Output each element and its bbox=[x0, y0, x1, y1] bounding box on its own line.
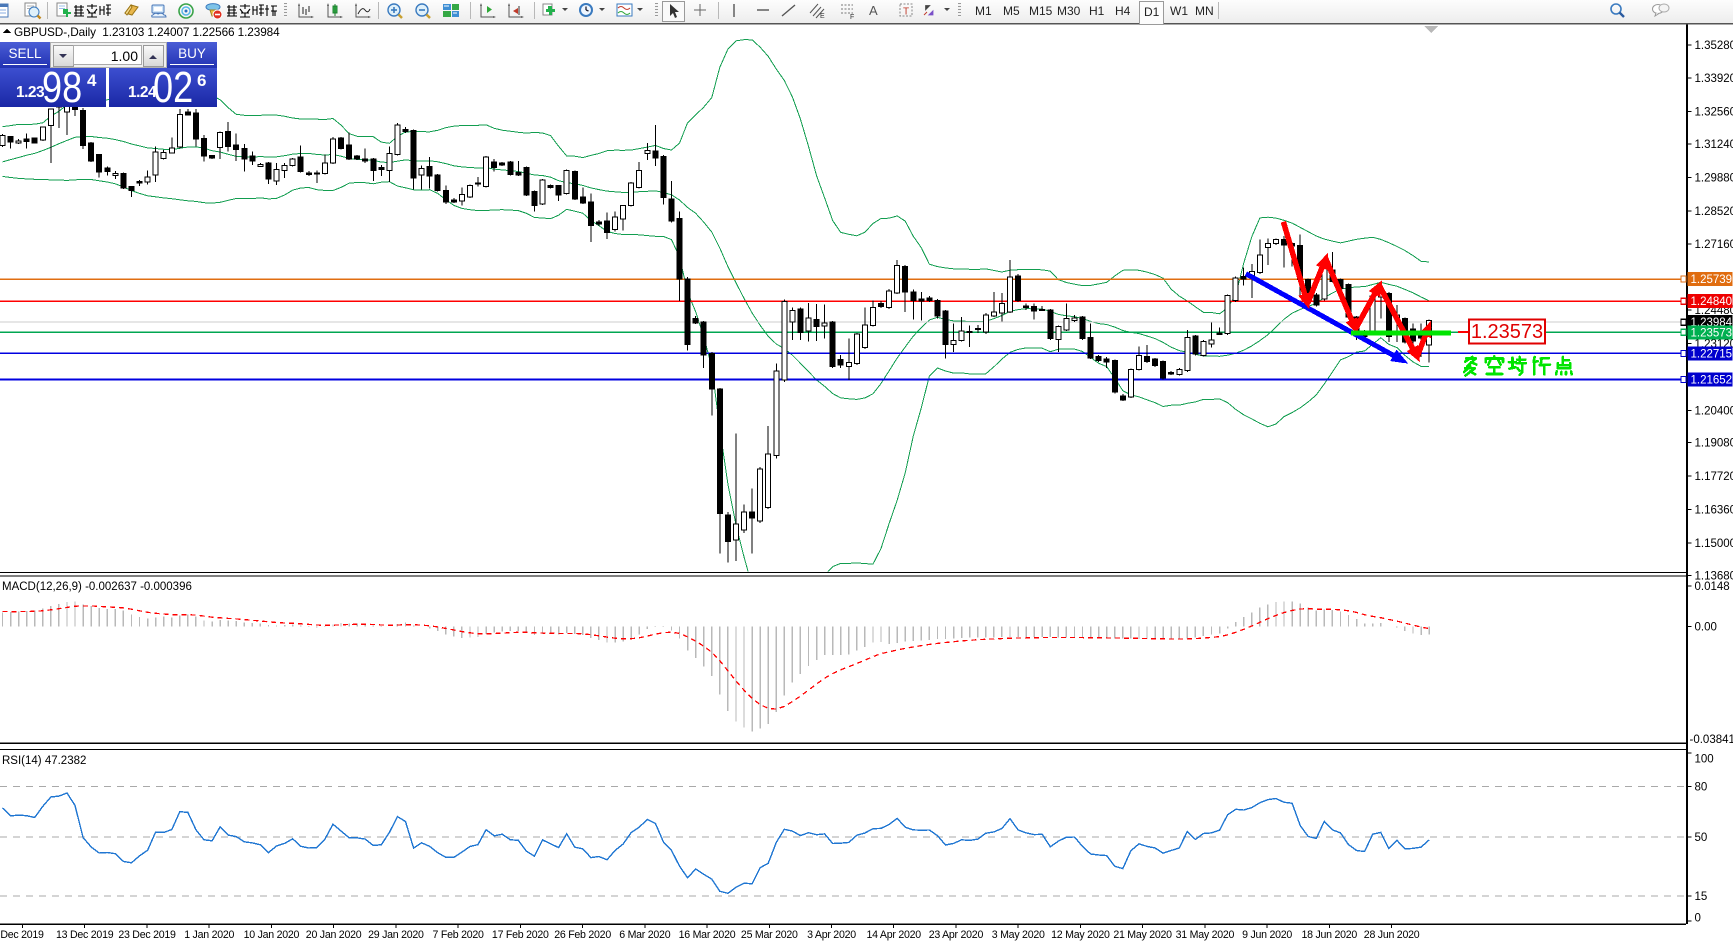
svg-text:0.0148: 0.0148 bbox=[1695, 581, 1730, 593]
svg-text:21 May 2020: 21 May 2020 bbox=[1113, 929, 1172, 941]
svg-text:18 Jun 2020: 18 Jun 2020 bbox=[1302, 929, 1358, 941]
svg-text:9 Jun 2020: 9 Jun 2020 bbox=[1242, 929, 1292, 941]
svg-text:0: 0 bbox=[1695, 913, 1701, 925]
svg-text:1.31240: 1.31240 bbox=[1695, 139, 1733, 151]
svg-text:0.00: 0.00 bbox=[1695, 622, 1717, 634]
svg-text:1.17720: 1.17720 bbox=[1695, 471, 1733, 483]
svg-text:15: 15 bbox=[1695, 891, 1708, 903]
svg-text:MACD(12,26,9) -0.002637 -0.000: MACD(12,26,9) -0.002637 -0.000396 bbox=[2, 581, 192, 593]
svg-text:1.13680: 1.13680 bbox=[1695, 570, 1733, 582]
svg-text:100: 100 bbox=[1695, 754, 1714, 766]
svg-text:GBPUSD-,Daily 1.23103 1.24007: GBPUSD-,Daily 1.23103 1.24007 1.22566 1.… bbox=[14, 25, 280, 39]
svg-text:1.28520: 1.28520 bbox=[1695, 206, 1733, 218]
svg-text:1.29880: 1.29880 bbox=[1695, 172, 1733, 184]
svg-text:E: E bbox=[820, 13, 825, 20]
svg-text:23 Apr 2020: 23 Apr 2020 bbox=[929, 929, 984, 941]
svg-text:80: 80 bbox=[1695, 782, 1708, 794]
svg-text:3 May 2020: 3 May 2020 bbox=[992, 929, 1045, 941]
svg-text:28 Jun 2020: 28 Jun 2020 bbox=[1364, 929, 1420, 941]
svg-text:T: T bbox=[903, 7, 909, 18]
svg-text:1.35280: 1.35280 bbox=[1695, 40, 1733, 52]
svg-text:31 May 2020: 31 May 2020 bbox=[1176, 929, 1235, 941]
svg-text:26 Feb 2020: 26 Feb 2020 bbox=[554, 929, 611, 941]
svg-text:Dec 2019: Dec 2019 bbox=[0, 929, 44, 941]
svg-text:17 Feb 2020: 17 Feb 2020 bbox=[492, 929, 549, 941]
svg-text:-0.038415: -0.038415 bbox=[1690, 734, 1733, 746]
svg-text:1.24840: 1.24840 bbox=[1691, 296, 1733, 308]
svg-text:25 Mar 2020: 25 Mar 2020 bbox=[741, 929, 798, 941]
svg-text:1.27160: 1.27160 bbox=[1695, 239, 1733, 251]
svg-text:50: 50 bbox=[1695, 832, 1708, 844]
svg-text:16 Mar 2020: 16 Mar 2020 bbox=[679, 929, 736, 941]
svg-text:7 Feb 2020: 7 Feb 2020 bbox=[433, 929, 484, 941]
svg-text:1.23573: 1.23573 bbox=[1691, 327, 1733, 339]
svg-text:29 Jan 2020: 29 Jan 2020 bbox=[368, 929, 424, 941]
svg-text:23 Dec 2019: 23 Dec 2019 bbox=[118, 929, 176, 941]
svg-text:1.19080: 1.19080 bbox=[1695, 438, 1733, 450]
svg-text:1.21652: 1.21652 bbox=[1691, 375, 1733, 387]
svg-text:13 Dec 2019: 13 Dec 2019 bbox=[56, 929, 114, 941]
svg-text:12 May 2020: 12 May 2020 bbox=[1051, 929, 1110, 941]
svg-text:10 Jan 2020: 10 Jan 2020 bbox=[244, 929, 300, 941]
svg-text:1.25739: 1.25739 bbox=[1691, 274, 1733, 286]
svg-text:14 Apr 2020: 14 Apr 2020 bbox=[867, 929, 922, 941]
svg-text:6 Mar 2020: 6 Mar 2020 bbox=[619, 929, 670, 941]
svg-text:F: F bbox=[850, 14, 854, 20]
svg-text:1.20400: 1.20400 bbox=[1695, 405, 1733, 417]
svg-text:20 Jan 2020: 20 Jan 2020 bbox=[306, 929, 362, 941]
svg-text:3 Apr 2020: 3 Apr 2020 bbox=[807, 929, 856, 941]
svg-text:1.15000: 1.15000 bbox=[1695, 538, 1733, 550]
svg-text:RSI(14) 47.2382: RSI(14) 47.2382 bbox=[2, 755, 86, 767]
svg-text:1.32560: 1.32560 bbox=[1695, 107, 1733, 119]
svg-text:1.16360: 1.16360 bbox=[1695, 505, 1733, 517]
svg-text:1.22715: 1.22715 bbox=[1691, 348, 1733, 360]
svg-text:1 Jan 2020: 1 Jan 2020 bbox=[184, 929, 234, 941]
svg-text:1.23573: 1.23573 bbox=[1471, 321, 1543, 343]
svg-text:1.33920: 1.33920 bbox=[1695, 73, 1733, 85]
